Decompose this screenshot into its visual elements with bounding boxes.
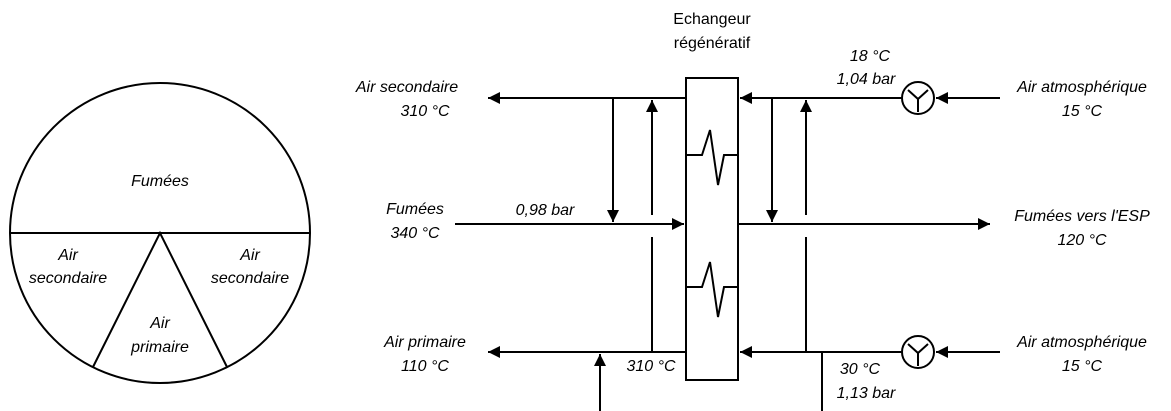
- label: 120 °C: [1057, 232, 1107, 249]
- label: régénératif: [674, 35, 751, 52]
- label: Air: [57, 247, 78, 264]
- label: Fumées vers l'ESP: [1014, 208, 1150, 225]
- label: Air primaire: [383, 334, 466, 351]
- label: Air atmosphérique: [1016, 79, 1147, 96]
- label: 15 °C: [1062, 358, 1103, 375]
- label: 18 °C: [850, 48, 891, 65]
- label: 30 °C: [840, 361, 881, 378]
- label: 15 °C: [1062, 103, 1103, 120]
- label: 110 °C: [401, 358, 449, 375]
- label: 0,98 bar: [516, 202, 575, 219]
- label: Air atmosphérique: [1016, 334, 1147, 351]
- exchanger: [685, 77, 739, 381]
- fan: [901, 81, 935, 115]
- label: Air: [239, 247, 260, 264]
- label: secondaire: [211, 270, 289, 287]
- label: 340 °C: [390, 225, 440, 242]
- label: Fumées: [131, 173, 189, 190]
- flow-lines: [455, 92, 1000, 411]
- label: primaire: [130, 339, 189, 356]
- label: Echangeur: [673, 11, 751, 28]
- label: 310 °C: [400, 103, 450, 120]
- air-split-circle: [9, 82, 311, 384]
- fan: [901, 335, 935, 369]
- label: 310 °C: [626, 358, 676, 375]
- label: Fumées: [386, 201, 444, 218]
- label: Air secondaire: [355, 79, 458, 96]
- label: secondaire: [29, 270, 107, 287]
- label: Air: [149, 315, 170, 332]
- label: 1,13 bar: [837, 385, 896, 402]
- label: 1,04 bar: [837, 71, 896, 88]
